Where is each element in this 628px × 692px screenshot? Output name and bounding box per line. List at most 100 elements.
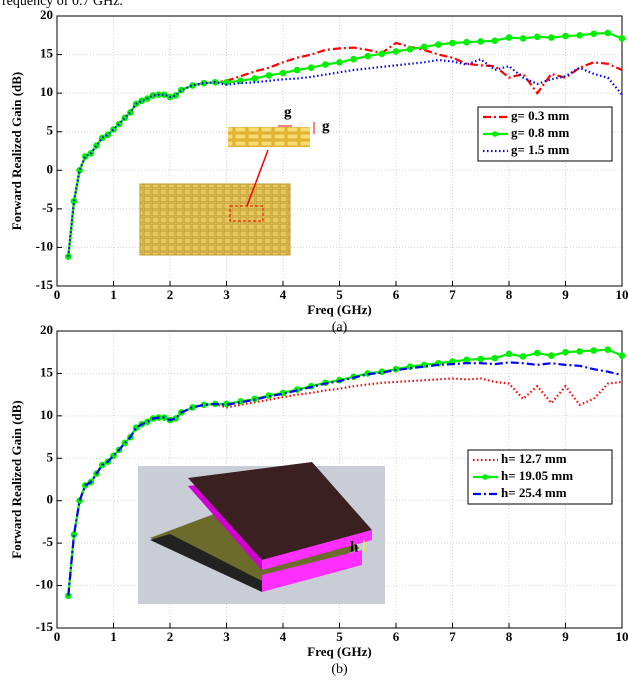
- x-tick-label: 1: [110, 629, 117, 644]
- series-marker: [563, 33, 569, 39]
- legend-marker: [482, 474, 488, 480]
- legend-label: h= 12.7 mm: [501, 451, 567, 466]
- series-marker: [323, 62, 329, 68]
- series-marker: [464, 39, 470, 45]
- series-marker: [492, 355, 498, 361]
- x-tick-label: 4: [280, 287, 287, 302]
- x-tick-label: 4: [280, 629, 287, 644]
- series-marker: [71, 198, 77, 204]
- series-marker: [365, 53, 371, 59]
- series-marker: [379, 51, 385, 57]
- y-tick-label: -10: [36, 238, 53, 253]
- y-tick-label: 5: [47, 449, 54, 464]
- header-text: requency of 0.7 GHz.: [2, 0, 123, 9]
- annotation: g: [322, 118, 330, 134]
- series-marker: [577, 32, 583, 38]
- x-tick-label: 8: [506, 287, 513, 302]
- series-marker: [450, 40, 456, 46]
- series-marker: [393, 49, 399, 55]
- series-marker: [407, 46, 413, 52]
- series-marker: [266, 73, 272, 79]
- series-marker: [534, 350, 540, 356]
- y-tick-label: 15: [40, 46, 54, 61]
- y-tick-label: 20: [40, 7, 53, 22]
- legend-label: g= 1.5 mm: [511, 142, 569, 157]
- x-tick-label: 0: [54, 629, 61, 644]
- y-axis-label: Forward Realized Gain (dB): [9, 72, 24, 231]
- series-marker: [619, 353, 625, 359]
- series-marker: [506, 351, 512, 357]
- x-tick-label: 10: [616, 629, 628, 644]
- x-tick-label: 8: [506, 629, 513, 644]
- x-tick-label: 6: [393, 629, 400, 644]
- series-marker: [605, 30, 611, 36]
- x-tick-label: 3: [223, 287, 230, 302]
- series-marker: [436, 42, 442, 48]
- x-tick-label: 7: [449, 629, 456, 644]
- series-marker: [492, 38, 498, 44]
- y-tick-label: -5: [42, 200, 53, 215]
- legend-label: h= 19.05 mm: [501, 468, 573, 483]
- y-tick-label: 15: [40, 364, 54, 379]
- legend-label: h= 25.4 mm: [501, 485, 567, 500]
- y-tick-label: 10: [40, 84, 53, 99]
- series-marker: [351, 56, 357, 62]
- y-tick-label: 20: [40, 322, 53, 337]
- y-tick-label: 0: [47, 492, 54, 507]
- inset-b: [138, 462, 385, 604]
- x-tick-label: 7: [449, 287, 456, 302]
- series-marker: [591, 348, 597, 354]
- annotation: g: [284, 104, 292, 120]
- x-tick-label: 2: [167, 287, 174, 302]
- series-marker: [563, 349, 569, 355]
- series-marker: [520, 36, 526, 42]
- series-marker: [549, 353, 555, 359]
- series-marker: [308, 65, 314, 71]
- series-marker: [421, 44, 427, 50]
- series-marker: [605, 347, 611, 353]
- legend-label: g= 0.3 mm: [511, 108, 569, 123]
- annotation: h: [350, 539, 359, 555]
- series-marker: [520, 354, 526, 360]
- y-tick-label: 0: [47, 161, 54, 176]
- x-tick-label: 3: [223, 629, 230, 644]
- x-tick-label: 9: [562, 629, 569, 644]
- figure: requency of 0.7 GHz. -15-10-505101520012…: [0, 0, 628, 692]
- y-tick-label: -15: [36, 277, 54, 292]
- series-marker: [591, 31, 597, 37]
- series-marker: [577, 349, 583, 355]
- caption: (a): [332, 320, 348, 335]
- y-tick-label: 5: [47, 123, 54, 138]
- legend-label: g= 0.8 mm: [511, 125, 569, 140]
- y-axis-label: Forward Realized Gain (dB): [9, 400, 24, 559]
- series-marker: [534, 34, 540, 40]
- series-marker: [549, 35, 555, 41]
- series-marker: [280, 70, 286, 76]
- y-tick-label: 10: [40, 407, 53, 422]
- legend-marker: [492, 131, 498, 137]
- inset-a: [140, 122, 314, 255]
- series-marker: [294, 67, 300, 73]
- x-tick-label: 1: [110, 287, 117, 302]
- x-tick-label: 2: [167, 629, 174, 644]
- x-tick-label: 10: [616, 287, 628, 302]
- series-marker: [122, 440, 128, 446]
- x-tick-label: 5: [336, 629, 343, 644]
- series-marker: [464, 357, 470, 363]
- y-tick-label: -5: [42, 534, 53, 549]
- series-marker: [478, 356, 484, 362]
- x-axis-label: Freq (GHz): [307, 302, 371, 317]
- series-marker: [337, 59, 343, 65]
- caption: (b): [331, 662, 348, 677]
- x-tick-label: 5: [336, 287, 343, 302]
- y-tick-label: -15: [36, 619, 54, 634]
- series-marker: [252, 76, 258, 82]
- x-tick-label: 6: [393, 287, 400, 302]
- series-marker: [619, 36, 625, 42]
- series-marker: [478, 39, 484, 45]
- y-tick-label: -10: [36, 577, 53, 592]
- series-marker: [506, 35, 512, 41]
- x-tick-label: 9: [562, 287, 569, 302]
- x-axis-label: Freq (GHz): [307, 644, 371, 659]
- x-tick-label: 0: [54, 287, 61, 302]
